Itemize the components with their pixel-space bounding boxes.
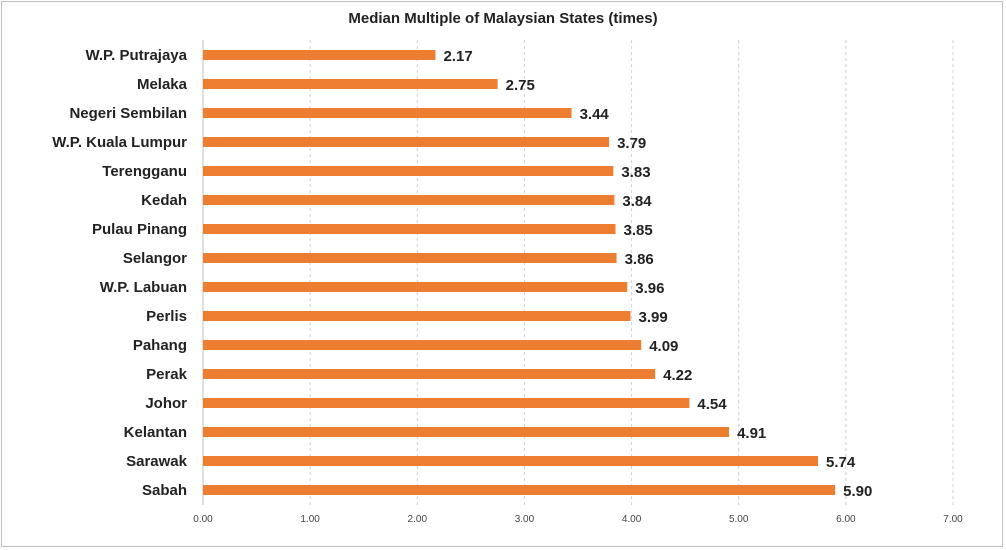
- x-tick-label: 2.00: [408, 514, 428, 525]
- category-label: W.P. Putrajaya: [86, 47, 188, 64]
- value-label: 3.96: [635, 280, 664, 297]
- value-label: 3.84: [622, 193, 652, 210]
- value-label: 5.74: [826, 454, 856, 471]
- category-labels: W.P. Putrajaya Melaka Negeri Sembilan W.P. …: [52, 47, 187, 499]
- value-label: 3.86: [625, 251, 654, 268]
- bar: [203, 456, 818, 466]
- bar: [203, 282, 628, 292]
- category-label: Perak: [146, 366, 188, 383]
- bar: [203, 108, 572, 118]
- bars: [203, 50, 836, 495]
- value-label: 4.09: [649, 338, 678, 355]
- bar: [203, 340, 642, 350]
- category-label: Perlis: [146, 308, 187, 325]
- value-label: 3.99: [639, 309, 668, 326]
- value-label: 4.54: [697, 396, 727, 413]
- x-tick-label: 1.00: [300, 514, 320, 525]
- x-axis-tick-labels: 0.00 1.00 2.00 3.00 4.00 5.00 6.00 7.00: [193, 514, 963, 525]
- value-label: 3.85: [624, 222, 653, 239]
- category-label: W.P. Labuan: [100, 279, 187, 296]
- value-label: 2.17: [444, 48, 473, 65]
- bar: [203, 369, 656, 379]
- category-label: Kedah: [141, 192, 187, 209]
- category-label: W.P. Kuala Lumpur: [52, 134, 187, 151]
- bar: [203, 137, 610, 147]
- category-label: Melaka: [137, 76, 188, 93]
- bar: [203, 224, 616, 234]
- category-label: Kelantan: [124, 424, 187, 441]
- chart-title: Median Multiple of Malaysian States (tim…: [348, 10, 658, 27]
- x-tick-label: 3.00: [515, 514, 535, 525]
- category-label: Johor: [145, 395, 187, 412]
- category-label: Pahang: [133, 337, 187, 354]
- value-labels: 2.17 2.75 3.44 3.79 3.83 3.84 3.85 3.86 3.96 3.99…: [444, 48, 873, 500]
- category-label: Selangor: [123, 250, 187, 267]
- category-label: Pulau Pinang: [92, 221, 187, 238]
- value-label: 3.79: [617, 135, 646, 152]
- category-label: Sabah: [142, 482, 187, 499]
- x-tick-label: 4.00: [622, 514, 642, 525]
- x-tick-label: 7.00: [943, 514, 963, 525]
- bar: [203, 195, 615, 205]
- value-label: 4.22: [663, 367, 692, 384]
- bar: [203, 253, 617, 263]
- value-label: 2.75: [506, 77, 535, 94]
- x-tick-label: 5.00: [729, 514, 749, 525]
- value-label: 5.90: [843, 483, 872, 500]
- bar: [203, 311, 631, 321]
- value-label: 3.44: [580, 106, 610, 123]
- bar: [203, 398, 690, 408]
- category-label: Terengganu: [102, 163, 187, 180]
- x-tick-label: 0.00: [193, 514, 213, 525]
- bar: [203, 485, 836, 495]
- bar: [203, 79, 498, 89]
- bar: [203, 50, 436, 60]
- bar: [203, 427, 730, 437]
- value-label: 4.91: [737, 425, 766, 442]
- value-label: 3.83: [621, 164, 650, 181]
- bar: [203, 166, 614, 176]
- category-label: Sarawak: [126, 453, 188, 470]
- category-label: Negeri Sembilan: [69, 105, 187, 122]
- x-tick-label: 6.00: [836, 514, 856, 525]
